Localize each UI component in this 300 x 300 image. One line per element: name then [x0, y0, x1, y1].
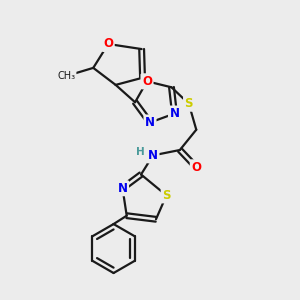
Text: N: N [118, 182, 128, 195]
Text: S: S [184, 97, 193, 110]
Text: H: H [136, 147, 145, 158]
Text: CH₃: CH₃ [57, 71, 76, 81]
Text: N: N [148, 149, 158, 162]
Text: S: S [162, 189, 171, 202]
Text: N: N [145, 116, 155, 129]
Text: N: N [169, 107, 179, 120]
Text: O: O [191, 161, 201, 174]
Text: O: O [103, 38, 113, 50]
Text: O: O [142, 75, 152, 88]
